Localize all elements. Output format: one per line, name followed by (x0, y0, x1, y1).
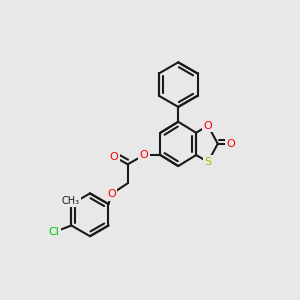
Text: Cl: Cl (49, 227, 60, 237)
Text: O: O (226, 139, 235, 149)
Text: O: O (107, 189, 116, 199)
Text: CH₃: CH₃ (61, 196, 80, 206)
Text: S: S (204, 157, 211, 167)
Text: O: O (204, 121, 212, 130)
Text: O: O (140, 150, 148, 160)
Text: O: O (110, 152, 118, 161)
